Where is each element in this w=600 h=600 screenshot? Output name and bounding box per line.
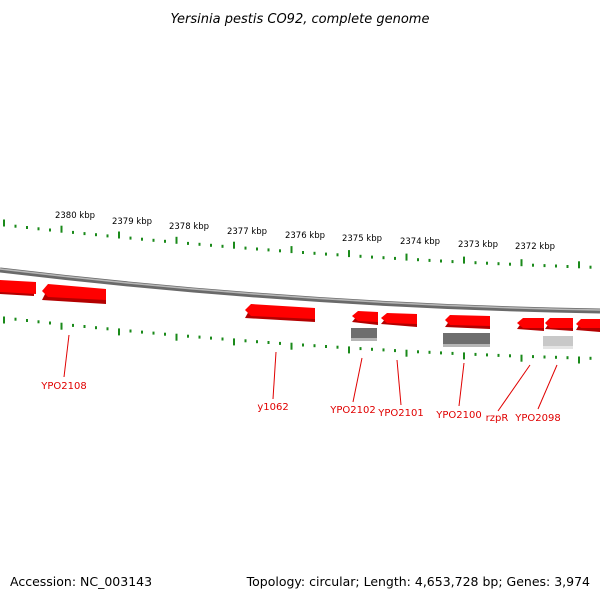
scale-labels: 2380 kbp 2379 kbp 2378 kbp 2377 kbp 2376… bbox=[55, 211, 555, 252]
scale-label-2374: 2374 kbp bbox=[400, 237, 440, 247]
scale-label-2380: 2380 kbp bbox=[55, 211, 95, 221]
gene-features bbox=[0, 280, 600, 332]
scale-label-2377: 2377 kbp bbox=[227, 227, 267, 237]
genome-title: Yersinia pestis CO92, complete genome bbox=[171, 12, 430, 27]
leader-line-ypo2098 bbox=[537, 364, 558, 410]
outer-tick-ring bbox=[3, 219, 592, 269]
gene-label-ypo2108[interactable]: YPO2108 bbox=[40, 381, 86, 392]
gene-arrow-ypo2101[interactable] bbox=[381, 313, 417, 327]
genome-summary: Topology: circular; Length: 4,653,728 bp… bbox=[246, 574, 590, 589]
leader-line-ypo2100 bbox=[458, 362, 465, 407]
gene-arrow-ypo2108[interactable] bbox=[42, 284, 106, 304]
leader-line-rzpr bbox=[497, 364, 531, 412]
gene-arrow-y1062[interactable] bbox=[245, 304, 315, 322]
scale-label-2372: 2372 kbp bbox=[515, 242, 555, 252]
gene-label-ypo2100[interactable]: YPO2100 bbox=[435, 410, 481, 421]
gene-label-ypo2101[interactable]: YPO2101 bbox=[377, 408, 423, 419]
gray-feature-1[interactable] bbox=[351, 328, 377, 341]
scale-label-2378: 2378 kbp bbox=[169, 222, 209, 232]
gene-label-ypo2098[interactable]: YPO2098 bbox=[514, 413, 560, 424]
leader-line-y1062 bbox=[272, 351, 277, 400]
gene-arrow-rzpr[interactable] bbox=[517, 318, 544, 331]
scale-label-2379: 2379 kbp bbox=[112, 217, 152, 227]
gene-label-ypo2102[interactable]: YPO2102 bbox=[329, 405, 375, 416]
inner-tick-ring bbox=[3, 316, 592, 364]
gene-arrow-ypo2102[interactable] bbox=[352, 311, 378, 325]
leader-line-ypo2108 bbox=[63, 334, 70, 378]
label-leader-lines bbox=[63, 334, 558, 412]
scale-label-2373: 2373 kbp bbox=[458, 240, 498, 250]
gene-arrow-edge[interactable] bbox=[576, 319, 600, 332]
gene-label-rzpr[interactable]: rzpR bbox=[486, 413, 509, 424]
gene-label-y1062[interactable]: y1062 bbox=[257, 402, 288, 413]
leader-line-ypo2101 bbox=[396, 359, 402, 406]
genome-backbone bbox=[0, 267, 600, 314]
gene-arrow[interactable] bbox=[0, 280, 36, 296]
gray-feature-3[interactable] bbox=[543, 336, 573, 349]
gray-feature-2[interactable] bbox=[443, 333, 490, 347]
leader-line-ypo2102 bbox=[352, 357, 363, 403]
gene-arrow-ypo2100[interactable] bbox=[445, 315, 490, 329]
gene-labels: YPO2108 y1062 YPO2102 YPO2101 YPO2100 rz… bbox=[40, 381, 560, 424]
genome-backbone-highlight bbox=[0, 268, 600, 311]
scale-label-2376: 2376 kbp bbox=[285, 231, 325, 241]
gray-features bbox=[351, 328, 573, 349]
gene-arrow-ypo2098[interactable] bbox=[545, 318, 573, 331]
scale-label-2375: 2375 kbp bbox=[342, 234, 382, 244]
accession-label: Accession: NC_003143 bbox=[10, 574, 152, 589]
